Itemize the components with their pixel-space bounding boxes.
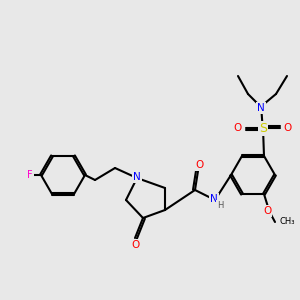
Text: O: O [196, 160, 204, 170]
Text: H: H [217, 200, 223, 209]
Text: O: O [284, 123, 292, 133]
Text: O: O [132, 240, 140, 250]
Text: N: N [133, 172, 141, 182]
Text: CH₃: CH₃ [279, 218, 295, 226]
Text: O: O [234, 123, 242, 133]
Text: S: S [259, 122, 267, 134]
Text: N: N [210, 194, 218, 204]
Text: F: F [27, 170, 33, 180]
Text: O: O [263, 206, 271, 216]
Text: N: N [257, 103, 265, 113]
